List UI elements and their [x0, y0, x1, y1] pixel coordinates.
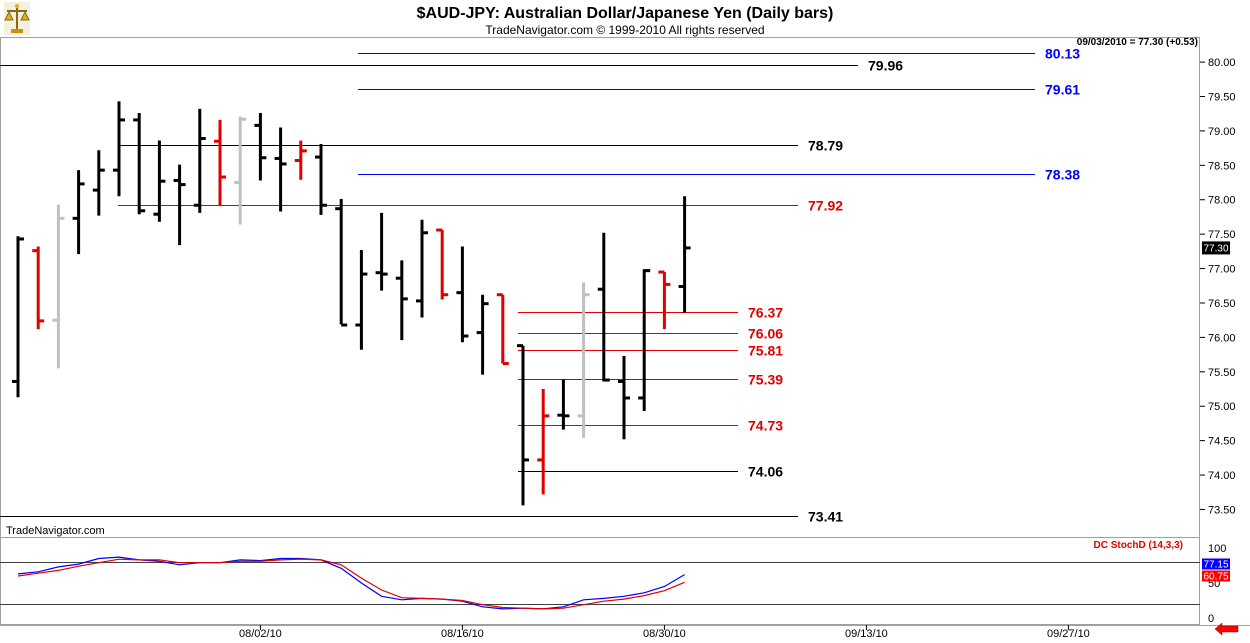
level-label: 79.96 [868, 58, 903, 74]
ohlc-bar [577, 282, 590, 438]
ohlc-bar [678, 196, 691, 313]
watermark: TradeNavigator.com [6, 525, 105, 537]
ohlc-bar [355, 249, 368, 350]
ohlc-bar [32, 246, 45, 330]
stochastic-d-tag: 60.75 [1202, 570, 1230, 582]
stochastic-title: DC StochD (14,3,3) [1094, 540, 1183, 551]
y-tick-label: 78.50 [1208, 160, 1236, 172]
ohlc-bar [92, 150, 105, 216]
y-tick-label: 77.00 [1208, 264, 1236, 276]
ohlc-bar [72, 170, 85, 255]
stochastic-k-value: 77.15 [1203, 559, 1228, 570]
stoch-tick-label: 0 [1208, 613, 1214, 625]
level-label: 75.39 [748, 372, 783, 388]
ohlc-bar [133, 113, 146, 215]
ohlc-bar [234, 116, 247, 225]
level-label: 78.79 [808, 138, 843, 154]
y-tick-label: 74.50 [1208, 436, 1236, 448]
y-tick-label: 77.50 [1208, 229, 1236, 241]
ohlc-bar [436, 228, 449, 300]
level-label: 73.41 [808, 509, 843, 525]
level-label: 77.92 [808, 198, 843, 214]
x-axis: 08/02/10 08/16/10 08/30/10 09/13/10 09/27/10 [239, 625, 1090, 640]
level-label: 75.81 [748, 343, 783, 359]
x-tick-label: 08/02/10 [239, 628, 282, 640]
ohlc-bar [153, 140, 166, 222]
ohlc-bar [193, 108, 206, 213]
chart-subtitle: TradeNavigator.com © 1999-2010 All right… [485, 23, 764, 37]
last-quote: 09/03/2010 = 77.30 (+0.53) [1077, 37, 1198, 48]
chart-title: $AUD-JPY: Australian Dollar/Japanese Yen… [417, 5, 834, 22]
ohlc-bar [658, 270, 671, 330]
level-label: 80.13 [1045, 46, 1080, 62]
stochastic-k-tag: 77.15 [1202, 558, 1230, 570]
ohlc-bar [638, 269, 651, 412]
x-tick-label: 09/13/10 [845, 628, 888, 640]
y-tick-label: 79.50 [1208, 92, 1236, 104]
ohlc-bar [52, 204, 65, 369]
ohlc-bar [214, 119, 226, 206]
ohlc-bar [294, 140, 307, 180]
level-label: 79.61 [1045, 82, 1080, 98]
ohlc-bar [537, 389, 550, 495]
x-tick-label: 09/27/10 [1047, 628, 1090, 640]
ohlc-bar [113, 101, 125, 197]
scales-of-justice-icon [4, 2, 30, 35]
ohlc-bar [496, 293, 509, 366]
price-panel-frame [0, 37, 1200, 538]
level-label: 76.06 [748, 326, 783, 342]
ohlc-bar [173, 164, 186, 246]
level-label: 74.73 [748, 418, 783, 434]
ohlc-bar [395, 260, 408, 341]
y-tick-label: 79.00 [1208, 126, 1236, 138]
price-y-axis: 73.50 74.00 74.50 75.00 75.50 76.00 76.50 77.00… [1200, 57, 1236, 516]
stoch-tick-label: 100 [1208, 543, 1226, 555]
y-tick-label: 75.50 [1208, 367, 1236, 379]
ohlc-bar [456, 246, 469, 343]
level-label: 78.38 [1045, 167, 1080, 183]
ohlc-bar [416, 219, 428, 318]
stochastic-lines [17, 556, 685, 610]
level-lines: 80.13 79.96 79.61 78.79 78.38 77.92 76.37 76.06… [0, 46, 1080, 525]
ohlc-bar [517, 344, 529, 506]
stoch-k-line [17, 556, 685, 610]
x-tick-label: 08/16/10 [441, 628, 484, 640]
ohlc-bar [476, 294, 489, 375]
ohlc-bar [335, 199, 348, 327]
level-label: 76.37 [748, 305, 783, 321]
y-tick-label: 73.50 [1208, 504, 1236, 516]
ohlc-bar [254, 113, 267, 181]
left-arrow-icon[interactable] [1214, 622, 1239, 636]
stoch-d-line [17, 558, 685, 610]
ohlc-bar [618, 355, 630, 440]
y-tick-label: 78.00 [1208, 195, 1236, 207]
y-tick-label: 74.00 [1208, 470, 1236, 482]
ohlc-bar [12, 236, 24, 398]
ohlc-bar [375, 212, 388, 291]
last-price-tag: 77.30 [1202, 241, 1230, 255]
y-tick-label: 76.50 [1208, 298, 1236, 310]
ohlc-bar [274, 127, 287, 212]
y-tick-label: 75.00 [1208, 401, 1236, 413]
ohlc-bar [557, 379, 570, 430]
y-tick-label: 80.00 [1208, 57, 1236, 69]
price-bars [12, 101, 691, 506]
stochastic-d-value: 60.75 [1203, 571, 1228, 582]
x-tick-label: 08/30/10 [643, 628, 686, 640]
last-price-label: 77.30 [1203, 243, 1228, 254]
stochastic-panel-frame [0, 537, 1200, 625]
ohlc-bar [315, 143, 327, 215]
y-tick-label: 76.00 [1208, 332, 1236, 344]
ohlc-bar [597, 232, 610, 382]
level-label: 74.06 [748, 464, 783, 480]
